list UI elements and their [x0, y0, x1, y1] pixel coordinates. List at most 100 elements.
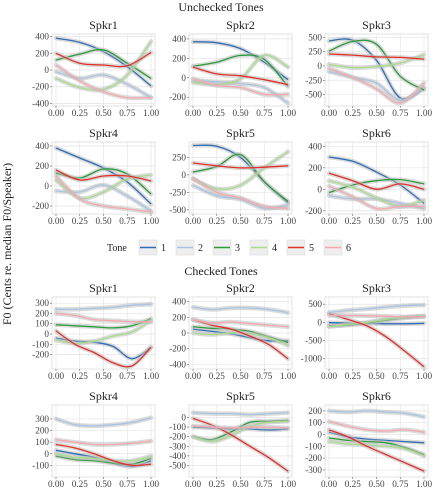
x-tick-label: 0.00 — [321, 479, 337, 489]
x-tick-label: 1.00 — [143, 108, 159, 118]
y-tick-label: 0 — [317, 184, 322, 194]
y-tick-label: 250 — [308, 47, 322, 57]
legend-item-tone-1: 1 — [138, 239, 166, 256]
x-tick-label: 0.00 — [48, 216, 64, 226]
series-line-tone-5 — [55, 169, 152, 182]
panel-title: Spkr2 — [226, 281, 255, 295]
panel-title: Spkr3 — [362, 281, 391, 295]
y-tick-label: 100 — [308, 418, 322, 428]
y-tick-label: 400 — [172, 297, 186, 307]
series-line-tone-2 — [192, 306, 289, 314]
series-line-tone-5 — [328, 429, 425, 472]
y-tick-label: -200 — [169, 92, 186, 102]
series-line-tone-1 — [192, 328, 289, 342]
x-tick-label: 0.50 — [232, 216, 248, 226]
x-tick-label: 0.25 — [345, 479, 361, 489]
series-line-tone-3 — [328, 39, 425, 91]
y-tick-label: 400 — [35, 141, 49, 151]
y-tick-label: 500 — [308, 299, 322, 309]
x-tick-label: 0.75 — [256, 108, 272, 118]
x-tick-label: 0.25 — [72, 216, 88, 226]
x-tick-label: 0.00 — [321, 216, 337, 226]
x-tick-label: 1.00 — [280, 479, 296, 489]
series-line-tone-6 — [192, 78, 289, 96]
legend-label: 5 — [309, 243, 314, 254]
x-tick-label: 0.25 — [345, 371, 361, 381]
panel-spkr5: Spkr5 -500-400-300-200-1000 0.00 0.25 0.50 0.… — [169, 389, 296, 489]
y-tick-label: 200 — [35, 426, 49, 436]
panel-title: Spkr1 — [89, 281, 118, 295]
y-tick-label: -200 — [32, 82, 49, 92]
y-tick-label: -500 — [305, 90, 322, 100]
legend-items: 1 2 3 4 5 6 — [138, 239, 351, 256]
panel-title: Spkr5 — [226, 389, 255, 403]
x-tick-label: 0.00 — [48, 108, 64, 118]
y-tick-label: -400 — [32, 98, 49, 108]
y-tick-label: 400 — [35, 32, 49, 42]
x-tick-label: 1.00 — [416, 216, 432, 226]
y-tick-label: -100 — [169, 422, 186, 432]
series-line-tone-5 — [55, 51, 152, 68]
x-tick-label: 0.50 — [232, 108, 248, 118]
x-tick-label: 0.50 — [95, 371, 111, 381]
series-line-tone-2 — [328, 410, 425, 418]
legend-label: 3 — [235, 243, 240, 254]
x-tick-label: 0.75 — [119, 108, 135, 118]
y-tick-label: -400 — [169, 359, 186, 369]
series-line-tone-4 — [192, 420, 289, 443]
y-tick-label: -100 — [305, 441, 322, 451]
series-line-tone-5 — [328, 53, 425, 60]
legend-item-tone-2: 2 — [175, 239, 203, 256]
y-tick-label: 100 — [35, 319, 49, 329]
panel-spkr2: Spkr2 -400 -200 0 200 400 0.00 0.25 0.50 0.75 1.00 — [169, 281, 296, 381]
legend: Tone 1 2 3 4 5 6 — [107, 239, 351, 256]
series-line-tone-6 — [328, 67, 425, 104]
series-line-tone-5 — [192, 417, 289, 472]
x-tick-label: 1.00 — [416, 108, 432, 118]
y-tick-label: -200 — [305, 453, 322, 463]
panel-title: Spkr6 — [362, 389, 391, 403]
series-line-tone-6 — [328, 314, 425, 318]
y-tick-label: -200 — [305, 206, 322, 216]
series-line-tone-3 — [328, 178, 425, 194]
y-tick-label: 0 — [44, 449, 49, 459]
panel-title: Spkr1 — [89, 18, 118, 32]
x-tick-label: 0.75 — [392, 479, 408, 489]
panel-title: Spkr5 — [226, 126, 255, 140]
x-tick-label: 0.25 — [209, 108, 225, 118]
y-tick-label: 200 — [35, 48, 49, 58]
x-tick-label: 0.75 — [392, 371, 408, 381]
x-tick-label: 1.00 — [280, 108, 296, 118]
y-tick-label: -500 — [169, 460, 186, 470]
y-tick-label: 400 — [308, 141, 322, 151]
y-tick-label: -200 — [32, 201, 49, 211]
y-tick-label: -200 — [169, 432, 186, 442]
panel-spkr6: Spkr6 -300 -200 -1000 100 200 0.00 0.25 0.50 0.75… — [305, 389, 432, 489]
panel-title: Spkr4 — [89, 389, 118, 403]
panel-spkr3: Spkr3 -500 -250 0 250 500 0.00 0.25 0.50 0.75 1.00 — [305, 18, 432, 118]
panel-title: Spkr4 — [89, 126, 118, 140]
series-line-tone-2 — [328, 304, 425, 314]
series-line-tone-3 — [55, 317, 152, 329]
panel-spkr6: Spkr6 -200 0 200 400 0.00 0.25 0.50 0.75 1.00 — [305, 126, 432, 226]
x-tick-label: 0.75 — [256, 216, 272, 226]
series-line-tone-3 — [192, 153, 289, 202]
x-tick-label: 0.75 — [256, 479, 272, 489]
legend-label: 6 — [346, 243, 351, 254]
legend-item-tone-4: 4 — [249, 239, 277, 256]
y-tick-label: 0 — [317, 61, 322, 71]
x-tick-label: 1.00 — [143, 371, 159, 381]
y-tick-label: 0 — [44, 329, 49, 339]
y-tick-label: 0 — [44, 181, 49, 191]
panel-spkr4: Spkr4 -200 0 200 400 0.00 0.25 0.50 0.75 1.00 — [32, 126, 159, 226]
x-tick-label: 0.50 — [368, 479, 384, 489]
y-axis-label: F0 (Cents re. median F0/Speaker) — [0, 163, 14, 325]
x-tick-label: 1.00 — [280, 216, 296, 226]
series-line-tone-1 — [328, 156, 425, 204]
y-tick-label: 0 — [317, 317, 322, 327]
section-title: Unchecked Tones — [178, 0, 264, 14]
legend-label: 4 — [272, 243, 277, 254]
y-tick-label: -200 — [32, 350, 49, 360]
